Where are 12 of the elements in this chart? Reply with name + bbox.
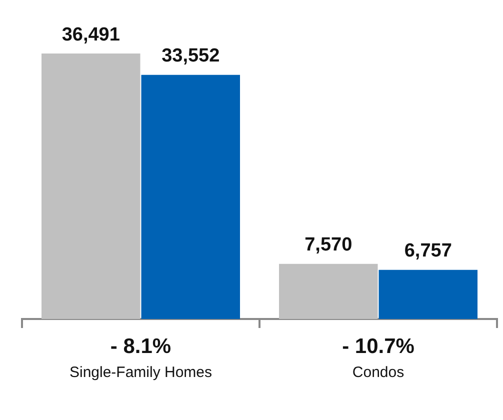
text: - 8.1% [110, 334, 172, 358]
x-tick-label: Single-Family Homes [69, 364, 212, 382]
bar [279, 264, 378, 319]
data-label: 7,570 [304, 234, 352, 256]
data-label: 36,491 [62, 24, 120, 46]
bar [141, 74, 240, 319]
bar [378, 270, 478, 319]
bar [42, 54, 140, 319]
data-label: 6,757 [404, 240, 452, 262]
data-label: 33,552 [162, 46, 220, 67]
x-tick-label: Condos [352, 364, 404, 382]
text: - 10.7% [342, 334, 415, 358]
